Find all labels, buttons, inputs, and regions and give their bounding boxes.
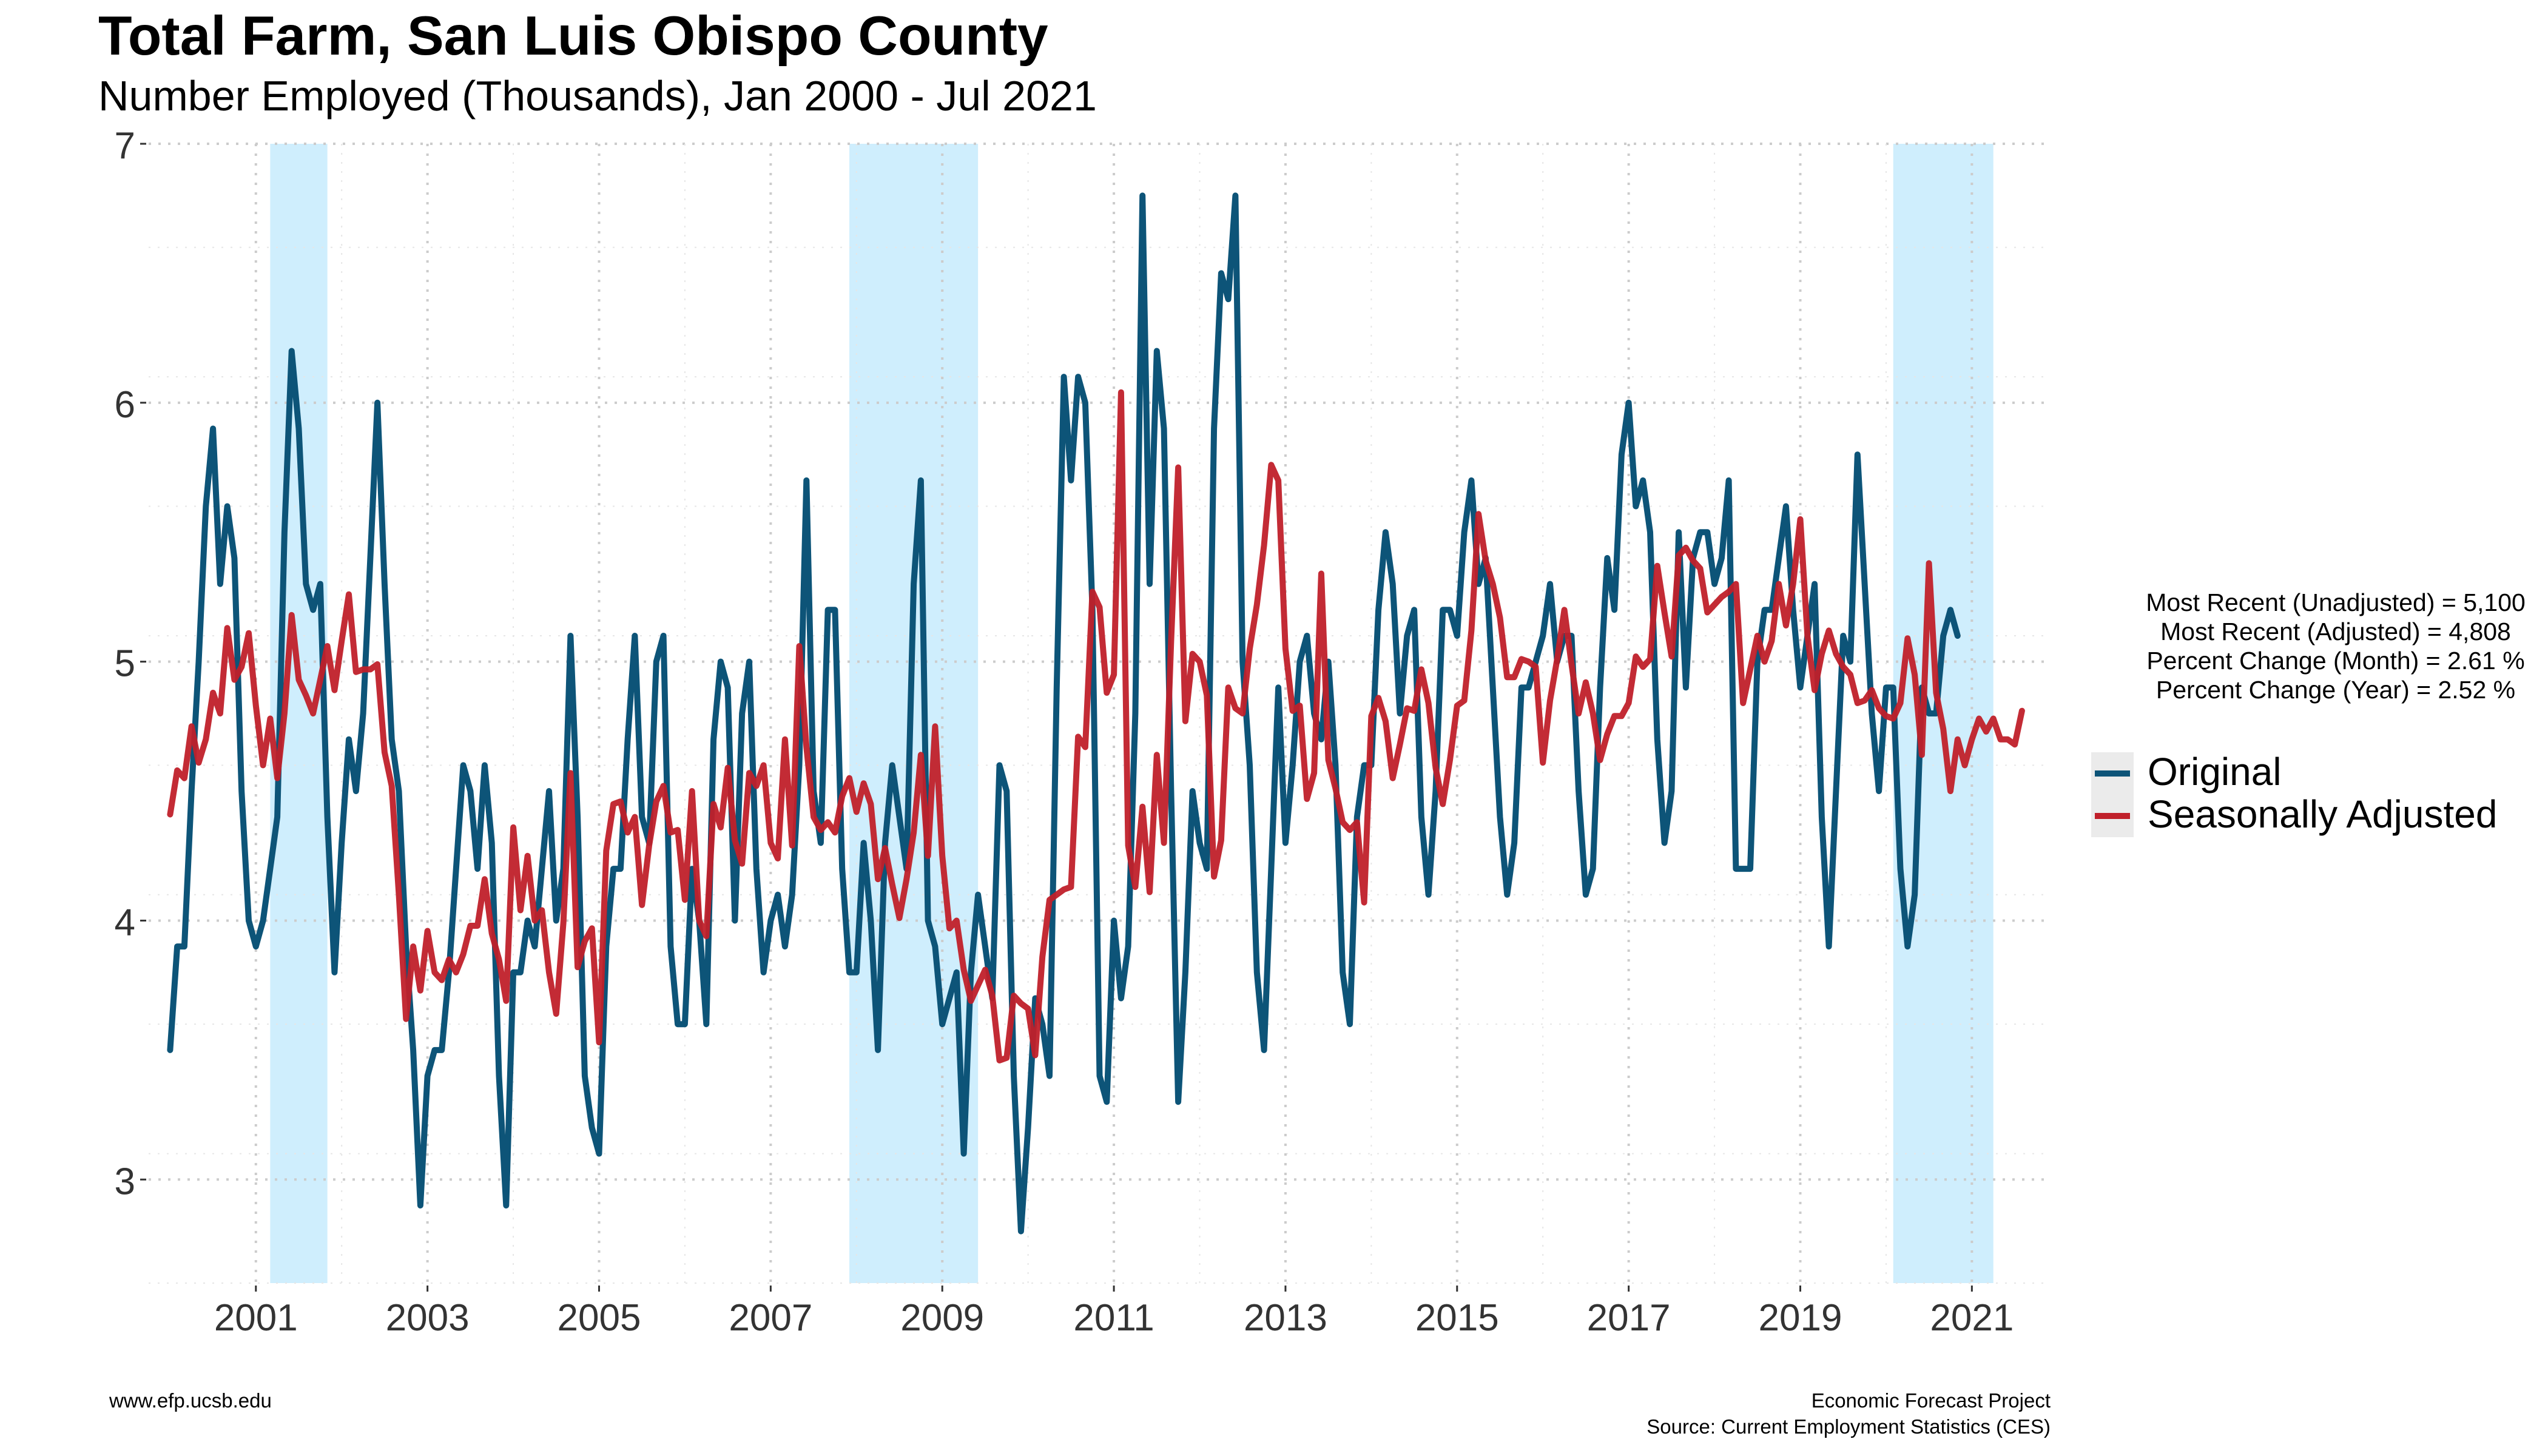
y-tick-label-0: 3	[115, 1161, 135, 1202]
x-tick-label-1: 2003	[386, 1297, 470, 1339]
x-tick-label-0: 2001	[214, 1297, 298, 1339]
x-tick-label-8: 2017	[1587, 1297, 1671, 1339]
y-tick-label-2: 5	[115, 643, 135, 685]
stat-percent-change-month: Percent Change (Month) = 2.61 %	[2146, 647, 2525, 675]
x-tick-label-3: 2007	[729, 1297, 812, 1339]
footer-org: Economic Forecast Project	[1811, 1389, 2051, 1412]
legend-label-seasonally-adjusted: Seasonally Adjusted	[2148, 792, 2498, 836]
y-tick-label-1: 4	[115, 902, 135, 943]
footer-source: Source: Current Employment Statistics (C…	[1646, 1415, 2051, 1438]
x-tick-label-5: 2011	[1073, 1297, 1154, 1339]
chart-subtitle: Number Employed (Thousands), Jan 2000 - …	[98, 72, 1097, 120]
x-tick-label-7: 2015	[1415, 1297, 1499, 1339]
x-tick-label-4: 2009	[900, 1297, 984, 1339]
series-line-seasonally-adjusted	[167, 389, 2025, 1063]
series-lines	[167, 192, 2025, 1235]
x-tick-label-6: 2013	[1244, 1297, 1327, 1339]
chart-title: Total Farm, San Luis Obispo County	[98, 5, 1048, 67]
x-tick-label-9: 2019	[1759, 1297, 1842, 1339]
legend	[2091, 752, 2134, 837]
legend-label-original: Original	[2148, 750, 2282, 794]
x-tick-label-10: 2021	[1930, 1297, 2014, 1339]
x-tick-label-2: 2005	[558, 1297, 641, 1339]
stat-most-recent-adjusted: Most Recent (Adjusted) = 4,808	[2160, 618, 2511, 645]
y-tick-label-4: 7	[115, 125, 135, 167]
series-line-original	[167, 192, 1961, 1235]
grid-lines	[149, 143, 2051, 1284]
stat-most-recent-unadjusted: Most Recent (Unadjusted) = 5,100	[2146, 588, 2526, 616]
recession-band-1	[849, 144, 979, 1283]
footer-website: www.efp.ucsb.edu	[109, 1389, 272, 1412]
stat-percent-change-year: Percent Change (Year) = 2.52 %	[2155, 676, 2516, 704]
y-tick-label-3: 6	[115, 384, 135, 426]
axes: 3 4 5 6 7 2001 2003 2005 2007 2009 2011 2013 2015 201…	[115, 125, 2014, 1339]
